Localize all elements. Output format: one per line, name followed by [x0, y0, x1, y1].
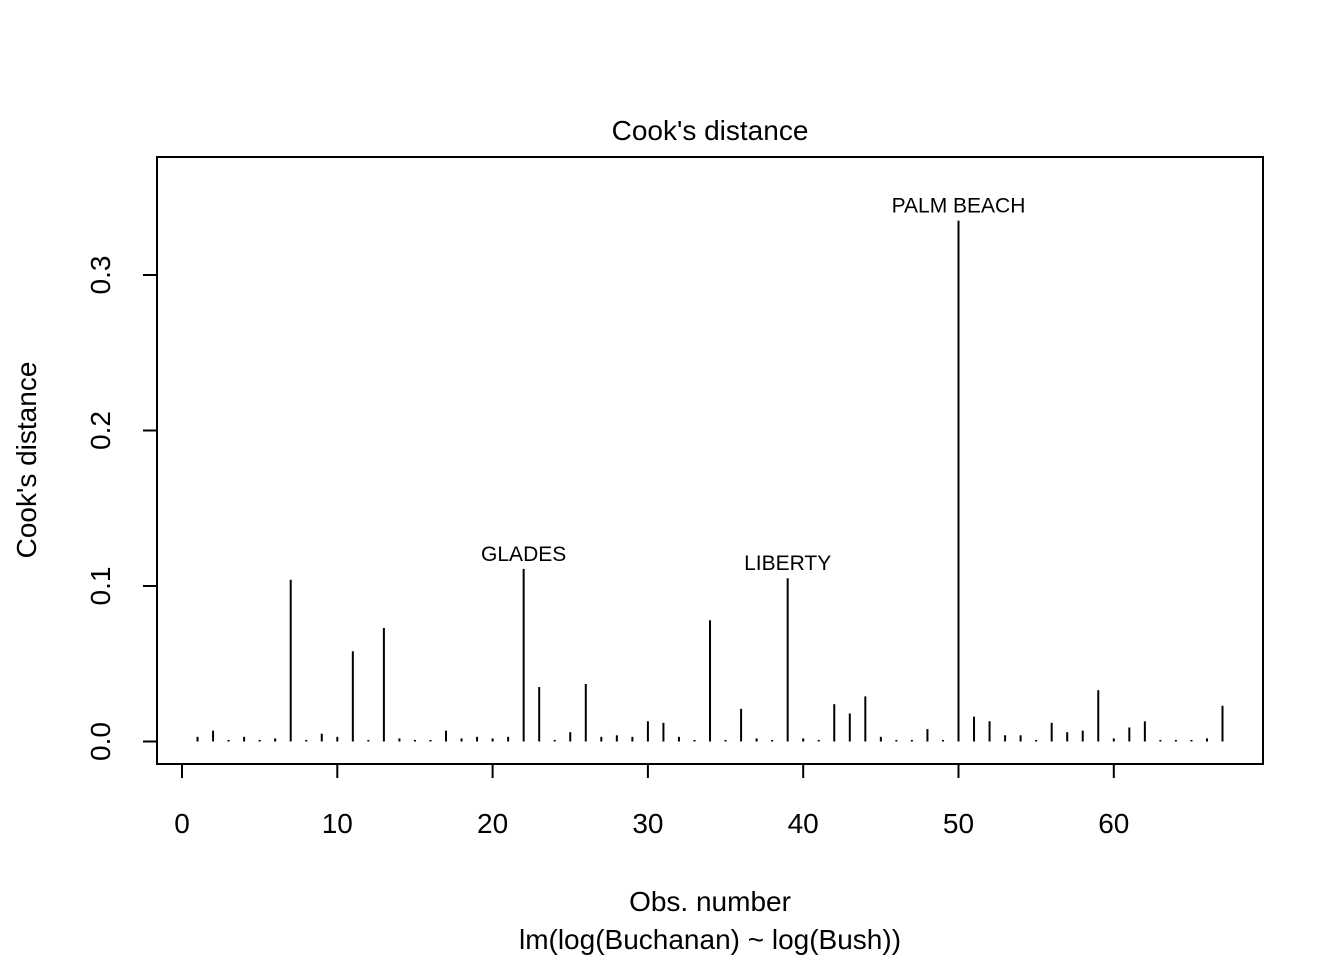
x-axis-title: Obs. number — [629, 886, 791, 917]
x-axis-subtitle: lm(log(Buchanan) ~ log(Bush)) — [519, 924, 901, 955]
x-tick-label: 10 — [322, 808, 353, 839]
y-axis-ticks: 0.0 0.1 0.2 0.3 — [85, 256, 157, 761]
point-label: GLADES — [481, 543, 566, 566]
y-tick-label: 0.2 — [85, 411, 116, 450]
cooks-distance-bars — [196, 220, 1224, 742]
x-axis-ticks: 0 10 20 30 40 50 60 — [174, 764, 1129, 839]
point-labels: GLADES LIBERTY PALM BEACH — [481, 195, 1025, 576]
point-label: LIBERTY — [744, 552, 831, 575]
x-tick-label: 30 — [632, 808, 663, 839]
x-tick-label: 20 — [477, 808, 508, 839]
x-tick-label: 50 — [943, 808, 974, 839]
chart-title: Cook's distance — [612, 115, 809, 146]
y-tick-label: 0.0 — [85, 722, 116, 761]
x-tick-label: 40 — [788, 808, 819, 839]
x-tick-label: 60 — [1098, 808, 1129, 839]
y-tick-label: 0.1 — [85, 567, 116, 606]
x-tick-label: 0 — [174, 808, 190, 839]
point-label: PALM BEACH — [892, 195, 1026, 218]
y-tick-label: 0.3 — [85, 256, 116, 295]
y-axis-title: Cook's distance — [11, 362, 42, 559]
